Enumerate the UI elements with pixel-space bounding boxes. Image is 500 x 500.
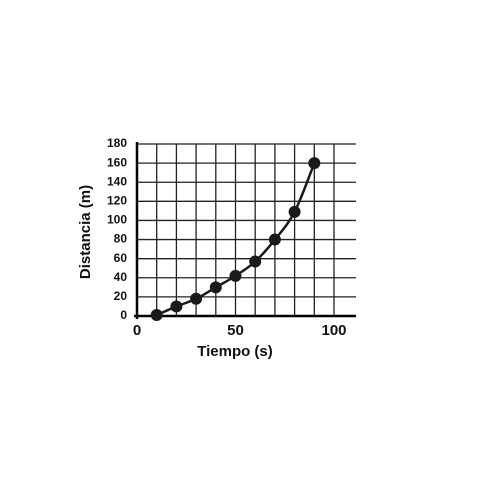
y-tick-label: 0: [120, 308, 127, 322]
y-tick-label: 120: [107, 194, 127, 208]
y-tick-label: 80: [114, 232, 128, 246]
x-tick-label: 50: [227, 322, 244, 339]
data-point: [308, 157, 321, 170]
y-tick-label: 40: [114, 270, 128, 284]
y-tick-label: 60: [114, 251, 128, 265]
y-tick-label: 100: [107, 213, 127, 227]
data-point: [249, 255, 262, 268]
y-tick-label: 180: [107, 136, 127, 150]
x-tick-label: 0: [133, 322, 141, 339]
y-tick-label: 140: [107, 174, 127, 188]
data-point: [288, 205, 301, 218]
data-point: [209, 281, 222, 294]
y-tick-label: 20: [114, 289, 128, 303]
y-tick-label: 160: [107, 155, 127, 169]
data-point: [268, 233, 281, 246]
data-point: [229, 269, 242, 282]
data-point: [150, 309, 163, 322]
y-axis-label: Distancia (m): [77, 185, 94, 279]
data-point: [190, 292, 203, 305]
x-axis-label: Tiempo (s): [197, 343, 273, 360]
data-point: [170, 300, 183, 313]
x-tick-label: 100: [321, 322, 346, 339]
